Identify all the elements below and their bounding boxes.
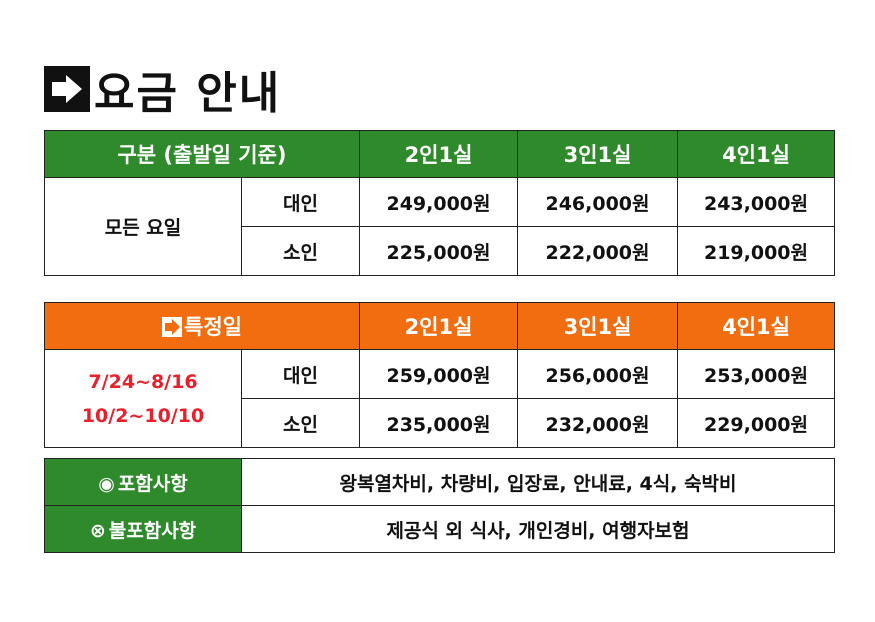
price-cell: 256,000원 <box>517 349 678 399</box>
row-type: 소인 <box>241 226 360 276</box>
price-cell: 219,000원 <box>677 226 835 276</box>
special-price-table: 특정일 2인1실 3인1실 4인1실 7/24~8/16 10/2~10/10 … <box>44 302 835 448</box>
circle-icon: ◉ <box>98 472 115 495</box>
price-table-header: 구분 (출발일 기준) 2인1실 3인1실 4인1실 <box>44 130 835 178</box>
header-special: 특정일 <box>44 302 360 350</box>
special-dates: 7/24~8/16 10/2~10/10 <box>44 349 242 448</box>
price-cell: 225,000원 <box>359 226 518 276</box>
table-row: 소인 225,000원 222,000원 219,000원 <box>45 226 835 276</box>
header-special-label: 특정일 <box>184 315 242 339</box>
row-type: 대인 <box>241 177 360 227</box>
excluded-label: 불포함사항 <box>108 519 197 542</box>
included-value: 왕복열차비, 차량비, 입장료, 안내료, 4식, 숙박비 <box>241 458 835 506</box>
price-cell: 243,000원 <box>677 177 835 227</box>
page-title: 요금 안내 <box>44 62 281 119</box>
header-quad: 4인1실 <box>677 130 835 178</box>
header-twin: 2인1실 <box>359 130 518 178</box>
group-label: 모든 요일 <box>44 177 242 276</box>
table-row: ◉ 포함사항 왕복열차비, 차량비, 입장료, 안내료, 4식, 숙박비 <box>44 458 835 506</box>
header-twin: 2인1실 <box>359 302 518 350</box>
included-label-cell: ◉ 포함사항 <box>44 458 242 506</box>
arrow-right-icon <box>44 66 90 112</box>
price-cell: 249,000원 <box>359 177 518 227</box>
table-row: ⊗ 불포함사항 제공식 외 식사, 개인경비, 여행자보험 <box>44 505 835 553</box>
excluded-value: 제공식 외 식사, 개인경비, 여행자보험 <box>241 505 835 553</box>
table-row: 소인 235,000원 232,000원 229,000원 <box>45 398 835 448</box>
excluded-label-cell: ⊗ 불포함사항 <box>44 505 242 553</box>
row-type: 소인 <box>241 398 360 448</box>
included-label: 포함사항 <box>117 472 188 495</box>
special-date: 10/2~10/10 <box>81 404 205 427</box>
price-table: 구분 (출발일 기준) 2인1실 3인1실 4인1실 모든 요일 대인 249,… <box>44 130 835 276</box>
price-cell: 246,000원 <box>517 177 678 227</box>
page-title-text: 요금 안내 <box>94 68 282 119</box>
arrow-right-icon <box>162 317 183 337</box>
header-quad: 4인1실 <box>677 302 835 350</box>
price-cell: 222,000원 <box>517 226 678 276</box>
special-date: 7/24~8/16 <box>88 370 198 393</box>
inclusions-table: ◉ 포함사항 왕복열차비, 차량비, 입장료, 안내료, 4식, 숙박비 ⊗ 불포함… <box>44 458 835 553</box>
price-cell: 229,000원 <box>677 398 835 448</box>
header-triple: 3인1실 <box>517 130 678 178</box>
price-cell: 235,000원 <box>359 398 518 448</box>
price-cell: 232,000원 <box>517 398 678 448</box>
price-cell: 253,000원 <box>677 349 835 399</box>
table-row: 7/24~8/16 10/2~10/10 대인 259,000원 256,000… <box>44 349 835 448</box>
header-category: 구분 (출발일 기준) <box>44 130 360 178</box>
row-type: 대인 <box>241 349 360 399</box>
circle-x-icon: ⊗ <box>89 519 106 542</box>
table-row: 모든 요일 대인 249,000원 246,000원 243,000원 <box>44 177 835 276</box>
price-cell: 259,000원 <box>359 349 518 399</box>
special-table-header: 특정일 2인1실 3인1실 4인1실 <box>44 302 835 350</box>
header-triple: 3인1실 <box>517 302 678 350</box>
